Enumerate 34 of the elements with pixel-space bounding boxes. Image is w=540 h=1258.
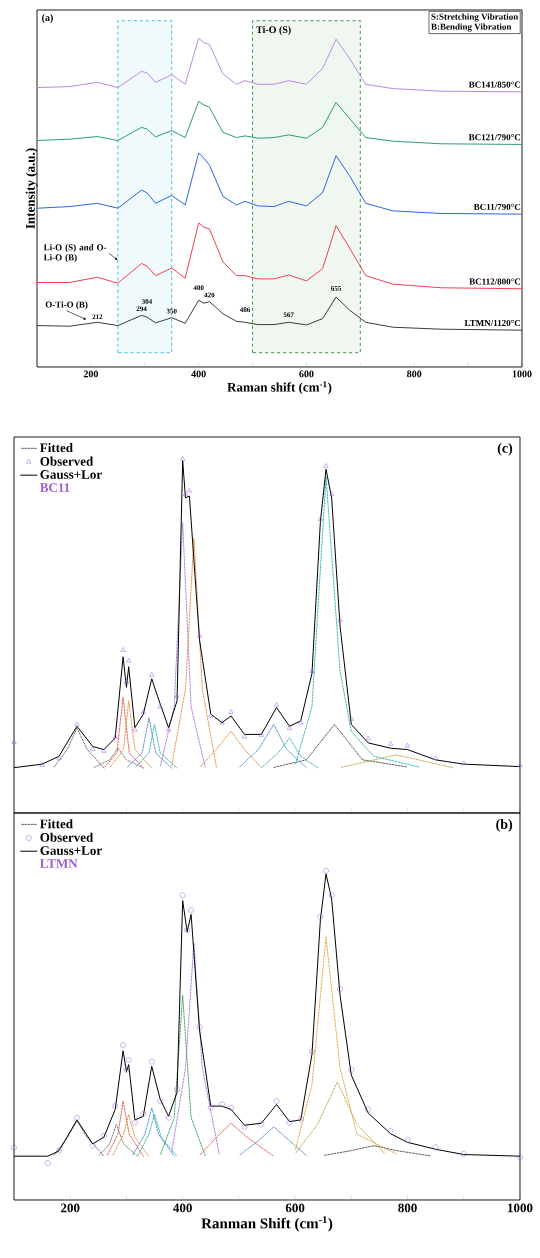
x-tick-label: 200: [83, 370, 99, 378]
x-axis-title: Ranman Shift (cm$^{-1}$): [201, 1216, 333, 1232]
x-tick-label: 600: [299, 370, 314, 378]
text: S:Stretching Vibration: [431, 13, 519, 22]
x-tick-label: 800: [407, 370, 422, 378]
series-label: LTMN/1120°C: [464, 319, 521, 326]
series-label: BC121/790°C: [468, 134, 521, 141]
legend-label: Fitted: [40, 443, 73, 453]
y-axis-title: Intensity (a.u.): [25, 148, 38, 229]
legend-label: Gauss+Lor: [40, 470, 102, 479]
text: B:Bending Vibration: [431, 23, 512, 32]
text: (b): [496, 819, 513, 832]
legend-label: Gauss+Lor: [40, 846, 102, 855]
x-tick-label: 800: [398, 1203, 417, 1213]
text: (c): [497, 442, 513, 456]
x-tick-label: 400: [173, 1203, 192, 1213]
x-axis-title: Raman shift (cm$^{-1}$): [227, 381, 332, 395]
x-tick-label: 200: [61, 1203, 80, 1213]
text: (a): [42, 13, 53, 24]
series-label: BC141/850°C: [468, 81, 521, 88]
x-tick-label: 1000: [512, 370, 532, 378]
x-tick-label: 1000: [508, 1203, 533, 1213]
x-tick-label: 600: [285, 1203, 305, 1213]
legend-label: Fitted: [40, 819, 73, 829]
legend-label: Observed: [40, 832, 94, 842]
series-label: BC112/800°C: [469, 278, 521, 285]
legend-label: Observed: [40, 456, 94, 466]
legend-title: BC11: [40, 483, 70, 492]
series-label: BC11/790°C: [473, 203, 521, 210]
band-label: Ti-O (S): [256, 26, 291, 36]
legend-title: LTMN: [40, 859, 78, 868]
annotation: Li-O (S) and O-Li-O (B): [43, 244, 107, 263]
annotation: O-Ti-O (B): [45, 301, 88, 310]
x-tick-label: 400: [191, 370, 206, 378]
